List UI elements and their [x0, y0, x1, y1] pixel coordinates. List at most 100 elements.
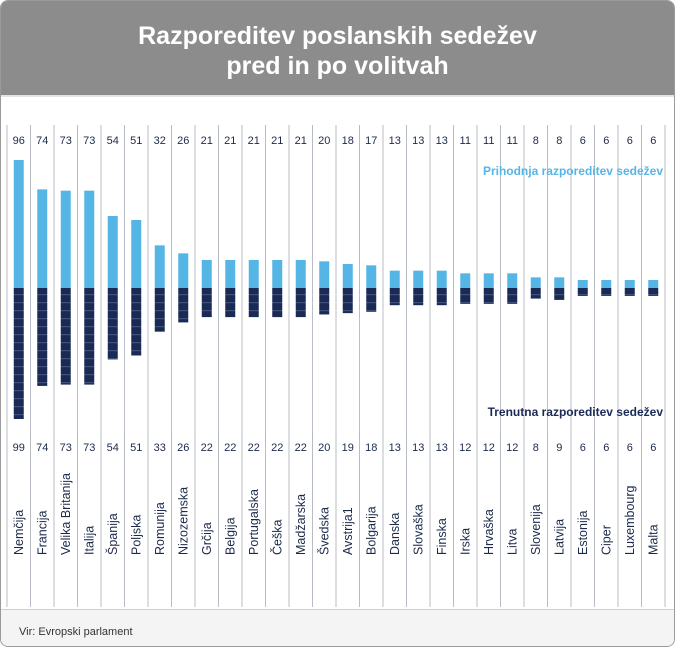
current-bar	[577, 288, 588, 296]
bar-band-line	[1, 310, 674, 312]
current-bar	[37, 288, 48, 386]
current-value-label: 6	[580, 442, 586, 454]
bar-band-line	[1, 342, 674, 344]
bar-band-line	[1, 382, 674, 384]
future-value-label: 13	[412, 135, 424, 147]
bar-band-line	[1, 390, 674, 392]
source-note: Vir: Evropski parlament	[19, 626, 133, 638]
country-label: Nizozemska	[176, 487, 190, 555]
future-bar	[60, 190, 71, 288]
current-value-label: 13	[436, 442, 448, 454]
current-bar	[84, 288, 95, 385]
country-label: Luxembourg	[623, 485, 637, 555]
current-value-label: 18	[365, 442, 377, 454]
current-bar	[648, 288, 659, 296]
future-bar	[507, 273, 518, 288]
future-bar	[577, 280, 588, 288]
bar-band-line	[1, 334, 674, 336]
future-value-label: 11	[460, 135, 471, 147]
country-label: Litva	[505, 529, 519, 555]
country-label: Romunija	[153, 502, 167, 555]
current-value-label: 8	[533, 442, 539, 454]
future-bar	[648, 280, 659, 288]
future-bar	[178, 253, 189, 288]
title-banner: Razporeditev poslanskih sedežev pred in …	[1, 1, 674, 95]
country-label: Španija	[105, 513, 120, 555]
current-bar	[154, 288, 165, 332]
bar-band-line	[1, 350, 674, 352]
future-bar	[84, 190, 95, 288]
future-value-label: 8	[556, 135, 562, 147]
future-bar	[530, 277, 541, 288]
legend-future-label: Prihodnja razporeditev sedežev	[483, 164, 663, 178]
current-bar	[413, 288, 424, 306]
current-value-label: 73	[83, 442, 95, 454]
current-bar	[530, 288, 541, 299]
current-bar	[131, 288, 142, 356]
current-value-label: 6	[650, 442, 656, 454]
future-bar	[107, 216, 118, 288]
current-bar	[460, 288, 471, 304]
current-value-label: 22	[248, 442, 260, 454]
country-label: Estonija	[576, 510, 590, 555]
title-line-1: Razporeditev poslanskih sedežev	[138, 22, 537, 50]
title-line-2: pred in po volitvah	[226, 52, 449, 80]
current-bar	[366, 288, 377, 312]
current-value-label: 22	[295, 442, 307, 454]
country-label: Velika Britanija	[59, 473, 73, 555]
legend-current-label: Trenutna razporeditev sedežev	[488, 405, 664, 419]
future-bar	[366, 265, 377, 288]
future-bar	[37, 189, 48, 288]
country-label: Danska	[388, 513, 402, 555]
bar-band-line	[1, 294, 674, 296]
current-value-label: 13	[389, 442, 401, 454]
future-bar	[131, 220, 142, 288]
future-bar	[413, 270, 424, 288]
top-divider	[1, 95, 674, 97]
current-value-label: 6	[603, 442, 609, 454]
future-value-label: 26	[177, 135, 189, 147]
future-value-label: 21	[295, 135, 307, 147]
country-label: Malta	[646, 524, 660, 555]
bar-band-line	[1, 430, 674, 432]
future-bar	[460, 273, 471, 288]
current-value-label: 12	[506, 442, 518, 454]
future-value-label: 13	[436, 135, 448, 147]
future-bar	[295, 260, 306, 288]
future-value-label: 96	[13, 135, 25, 147]
future-bar	[601, 280, 612, 288]
future-bar	[554, 277, 565, 288]
current-value-label: 12	[459, 442, 471, 454]
current-value-label: 33	[154, 442, 166, 454]
country-label: Ciper	[599, 525, 613, 555]
bar-band-line	[1, 406, 674, 408]
current-bar	[319, 288, 330, 315]
future-bar	[248, 260, 259, 288]
current-bar	[436, 288, 447, 306]
current-value-label: 74	[36, 442, 48, 454]
country-label: Italija	[82, 526, 96, 555]
current-bar	[507, 288, 518, 304]
country-label: Finska	[435, 518, 449, 555]
footer: Vir: Evropski parlament	[1, 610, 674, 646]
current-bar	[483, 288, 494, 304]
future-bar	[225, 260, 236, 288]
current-value-label: 51	[130, 442, 142, 454]
current-bar	[178, 288, 189, 323]
future-bar	[272, 260, 283, 288]
country-label: Slovaška	[411, 504, 425, 555]
country-label: Belgija	[223, 517, 237, 555]
current-value-label: 12	[483, 442, 495, 454]
future-value-label: 74	[36, 135, 48, 147]
current-value-label: 20	[318, 442, 330, 454]
current-bar	[201, 288, 212, 318]
future-bar	[389, 270, 400, 288]
future-value-label: 11	[483, 135, 494, 147]
future-value-label: 73	[83, 135, 95, 147]
bar-band-line	[1, 374, 674, 376]
current-value-label: 6	[627, 442, 633, 454]
current-bar	[554, 288, 565, 300]
future-value-label: 21	[224, 135, 236, 147]
